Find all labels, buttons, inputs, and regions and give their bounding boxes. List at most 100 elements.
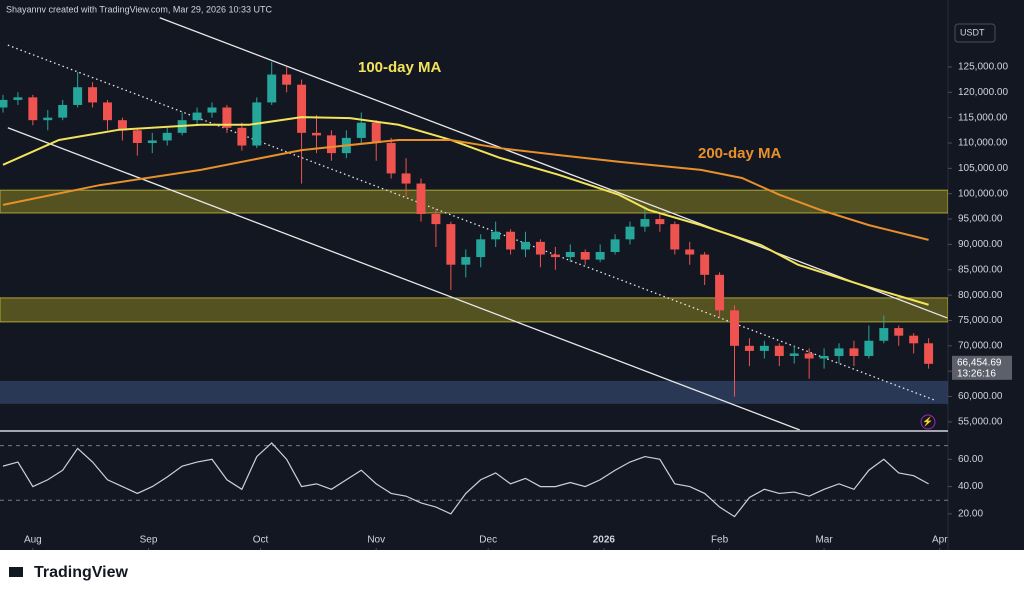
y-tick-label: 75,000.00: [958, 315, 1003, 326]
candle-body: [819, 355, 829, 359]
candle-body: [401, 173, 411, 184]
alert-icon: [920, 414, 936, 430]
candle-body: [326, 135, 336, 154]
main-pane: 100-day MA 200-day MA: [0, 17, 948, 430]
y-tick-label: 95,000.00: [958, 214, 1003, 225]
candle-body: [371, 122, 381, 143]
zone: [0, 297, 948, 323]
candle-body: [88, 87, 98, 103]
zone: [0, 189, 948, 214]
candle-body: [849, 348, 859, 356]
candle-body: [491, 231, 501, 240]
trendline: [7, 44, 935, 401]
moving-average: [2, 138, 929, 241]
price-tag: [952, 355, 1012, 380]
currency: USDT: [960, 27, 985, 37]
y-tick-label: 120,000.00: [958, 87, 1008, 98]
candle-body: [715, 274, 725, 311]
candle-body: [28, 97, 38, 121]
y-tick-label: 125,000.00: [958, 62, 1008, 73]
candle-body: [446, 224, 456, 265]
candle-body: [879, 328, 889, 341]
candle-body: [73, 87, 83, 105]
x-tick-label: Mar: [815, 535, 833, 546]
price-tag-label: 66,454.69: [957, 357, 1002, 368]
candle-body: [640, 219, 650, 227]
background: [0, 0, 1024, 550]
candle-body: [744, 345, 754, 351]
candle-body: [192, 112, 202, 121]
candle-body: [431, 213, 441, 225]
candle-body: [282, 74, 292, 85]
candle-body: [386, 142, 396, 174]
candle-body: [834, 348, 844, 356]
candle-body: [804, 353, 814, 359]
x-tick-label: Aug: [24, 535, 42, 546]
alert-icon-glyph: ⚡: [922, 415, 933, 427]
footer-bg: [0, 550, 1024, 596]
candle-body: [312, 132, 321, 136]
rsi-tick-label: 60.00: [958, 454, 983, 465]
y-tick-label: 115,000.00: [958, 112, 1008, 123]
candle-body: [297, 84, 307, 133]
y-tick-label: 105,000.00: [958, 163, 1008, 174]
candle-body: [759, 345, 769, 351]
x-tick-label: Apr: [932, 535, 948, 546]
candle-body: [670, 224, 680, 250]
candle-body: [162, 132, 172, 141]
candle-body: [237, 127, 247, 146]
y-tick-label: 90,000.00: [958, 239, 1003, 250]
footer-brand: TradingView: [34, 564, 129, 581]
rsi-tick-label: 40.00: [958, 481, 983, 492]
x-tick-label: Feb: [711, 535, 729, 546]
candle-body: [924, 343, 934, 364]
y-tick-label: 60,000.00: [958, 391, 1003, 402]
header: Shayannv created with TradingView.com, M…: [6, 4, 272, 14]
candle-body: [521, 241, 530, 250]
y-tick-label: 80,000.00: [958, 290, 1003, 301]
legend-label: 200-day MA: [698, 145, 782, 162]
y-tick-label: 70,000.00: [958, 340, 1003, 351]
trendline: [159, 17, 948, 319]
candle-body: [267, 74, 277, 103]
moving-average: [2, 116, 929, 306]
candle-body: [132, 130, 142, 143]
x-tick-label: 2026: [593, 535, 616, 546]
candle-body: [147, 140, 157, 143]
rsi-tick-label: 20.00: [958, 509, 983, 520]
candle-body: [655, 219, 665, 225]
y-tick-label: 85,000.00: [958, 264, 1003, 275]
candle-body: [43, 117, 53, 121]
candle-body: [356, 122, 366, 138]
candle-body: [222, 107, 232, 128]
candle-body: [580, 252, 590, 260]
candle-body: [506, 231, 516, 250]
y-tick-label: 100,000.00: [958, 188, 1008, 199]
candle-body: [894, 328, 904, 336]
candle-body: [58, 104, 68, 118]
y-tick-label: 110,000.00: [958, 138, 1008, 149]
candle-body: [103, 102, 112, 121]
x-tick-label: Nov: [367, 535, 385, 546]
candle-body: [461, 257, 471, 265]
candle-body: [595, 252, 605, 260]
candle-body: [685, 249, 695, 255]
candle-body: [774, 345, 784, 356]
countdown: 13:26:16: [957, 368, 996, 379]
candle-body: [0, 99, 8, 108]
x-tick-label: Dec: [479, 535, 497, 546]
axes: 55,000.0060,000.0065,000.0070,000.0075,0…: [24, 62, 1012, 550]
candle-body: [700, 254, 710, 275]
candle-body: [864, 340, 874, 356]
candle-body: [909, 335, 919, 344]
candle-body: [535, 241, 545, 255]
rsi-line: [2, 442, 929, 518]
candle-body: [789, 353, 799, 356]
candle-body: [610, 239, 620, 253]
zone: [0, 380, 948, 404]
rsi-pane: [0, 442, 948, 518]
candle-body: [416, 183, 426, 214]
candle-body: [207, 107, 217, 113]
